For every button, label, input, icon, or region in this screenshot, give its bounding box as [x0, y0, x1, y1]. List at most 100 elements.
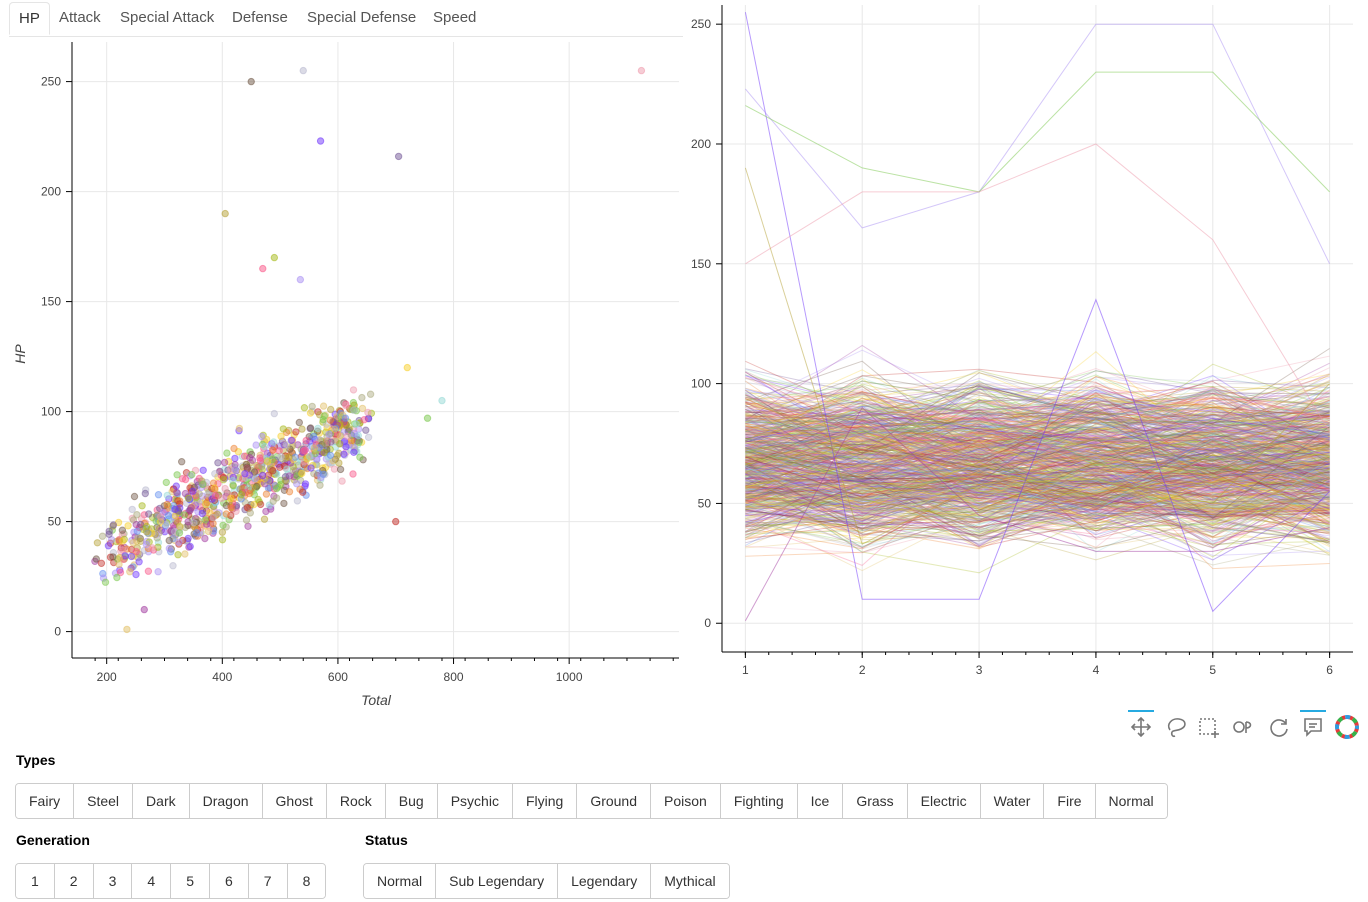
- tab-special-defense[interactable]: Special Defense: [307, 9, 417, 26]
- series-line: [745, 416, 1330, 471]
- series-line: [745, 420, 1330, 466]
- series-line: [745, 465, 1330, 515]
- series-line: [745, 492, 1330, 561]
- parallel-coordinates-plot[interactable]: 0 50 100 150 200 250 1 2 3 4 5 6: [684, 0, 1368, 690]
- series-line: [745, 434, 1330, 470]
- box-zoom-icon[interactable]: [1196, 714, 1222, 740]
- tab-hp[interactable]: HP: [9, 2, 50, 35]
- type-button[interactable]: Ice: [797, 784, 844, 818]
- status-button[interactable]: Mythical: [651, 864, 729, 898]
- series-line: [745, 385, 1330, 456]
- series-line: [745, 385, 1330, 436]
- generation-button[interactable]: 8: [287, 864, 326, 898]
- series-line: [745, 455, 1330, 522]
- series-line: [745, 474, 1330, 536]
- series-line: [745, 461, 1330, 536]
- type-button[interactable]: Electric: [907, 784, 981, 818]
- type-button[interactable]: Poison: [651, 784, 721, 818]
- type-button[interactable]: Dark: [133, 784, 190, 818]
- pan-icon[interactable]: [1128, 710, 1154, 740]
- scatter-point: [130, 492, 139, 501]
- series-line: [745, 449, 1330, 523]
- hover-icon[interactable]: [1300, 710, 1326, 740]
- tab-defense[interactable]: Defense: [232, 9, 288, 26]
- series-line: [745, 415, 1330, 512]
- generation-button[interactable]: 4: [132, 864, 172, 898]
- wheel-zoom-icon[interactable]: [1230, 714, 1256, 740]
- series-line: [745, 402, 1330, 445]
- series-line: [745, 384, 1330, 446]
- series-line: [745, 439, 1330, 516]
- series-line: [745, 420, 1330, 467]
- bokeh-logo-icon[interactable]: [1334, 714, 1360, 740]
- scatter-point: [118, 526, 127, 534]
- type-button[interactable]: Rock: [326, 784, 386, 818]
- series-line: [745, 460, 1330, 566]
- scatter-point: [144, 567, 153, 575]
- series-line: [745, 388, 1330, 490]
- status-button[interactable]: Legendary: [558, 864, 652, 898]
- generation-button[interactable]: 3: [93, 864, 133, 898]
- generation-button[interactable]: 2: [54, 864, 94, 898]
- scatter-point: [231, 454, 239, 463]
- y-tick-label: 200: [691, 137, 711, 151]
- type-button[interactable]: Normal: [1095, 784, 1167, 818]
- series-line: [745, 413, 1330, 502]
- generation-button[interactable]: 1: [16, 864, 55, 898]
- scatter-point: [291, 453, 299, 461]
- series-line: [745, 414, 1330, 441]
- type-button[interactable]: Bug: [385, 784, 438, 818]
- scatter-point: [221, 209, 229, 218]
- series-line: [745, 449, 1330, 534]
- series-line: [745, 369, 1330, 424]
- series-line: [745, 439, 1330, 492]
- status-button[interactable]: Sub Legendary: [436, 864, 559, 898]
- series-line: [745, 376, 1330, 459]
- generation-button[interactable]: 5: [171, 864, 210, 898]
- series-line: [745, 461, 1330, 525]
- series-line: [745, 477, 1330, 535]
- series-line: [745, 423, 1330, 507]
- series-line: [745, 414, 1330, 512]
- scatter-point: [298, 469, 306, 478]
- type-button[interactable]: Grass: [843, 784, 908, 818]
- series-line: [745, 380, 1330, 461]
- series-line: [745, 409, 1330, 467]
- series-line: [745, 457, 1330, 519]
- type-button[interactable]: Psychic: [437, 784, 513, 818]
- tab-speed[interactable]: Speed: [433, 9, 477, 26]
- type-button[interactable]: Steel: [74, 784, 134, 818]
- generation-button[interactable]: 7: [248, 864, 288, 898]
- scatter-plot[interactable]: 0 50 100 150 200 250 200 400 600 800 1000 Total HP: [0, 36, 684, 716]
- series-line: [745, 417, 1330, 490]
- type-button[interactable]: Water: [980, 784, 1045, 818]
- series-line: [745, 371, 1330, 462]
- type-button[interactable]: Fairy: [16, 784, 75, 818]
- scatter-point: [115, 554, 123, 562]
- lasso-select-icon[interactable]: [1164, 714, 1190, 740]
- generation-button[interactable]: 6: [209, 864, 249, 898]
- type-button[interactable]: Flying: [512, 784, 578, 818]
- scatter-point: [163, 500, 171, 509]
- scatter-point: [277, 432, 285, 440]
- y-tick-label: 50: [698, 496, 712, 510]
- type-button[interactable]: Ground: [577, 784, 652, 818]
- series-line: [745, 383, 1330, 475]
- type-button[interactable]: Ghost: [262, 784, 327, 818]
- series-line: [745, 444, 1330, 572]
- reset-icon[interactable]: [1266, 714, 1292, 740]
- series-line: [745, 436, 1330, 478]
- series-line: [745, 423, 1330, 494]
- tab-attack[interactable]: Attack: [59, 9, 101, 26]
- type-button[interactable]: Fire: [1044, 784, 1096, 818]
- status-button[interactable]: Normal: [364, 864, 437, 898]
- series-line: [745, 472, 1330, 509]
- type-button[interactable]: Dragon: [189, 784, 263, 818]
- series-line: [745, 442, 1330, 510]
- scatter-point: [326, 451, 335, 459]
- type-button[interactable]: Fighting: [720, 784, 798, 818]
- tab-special-attack[interactable]: Special Attack: [120, 9, 215, 26]
- scatter-point: [423, 414, 432, 422]
- series-line: [745, 426, 1330, 475]
- series-line: [745, 499, 1330, 548]
